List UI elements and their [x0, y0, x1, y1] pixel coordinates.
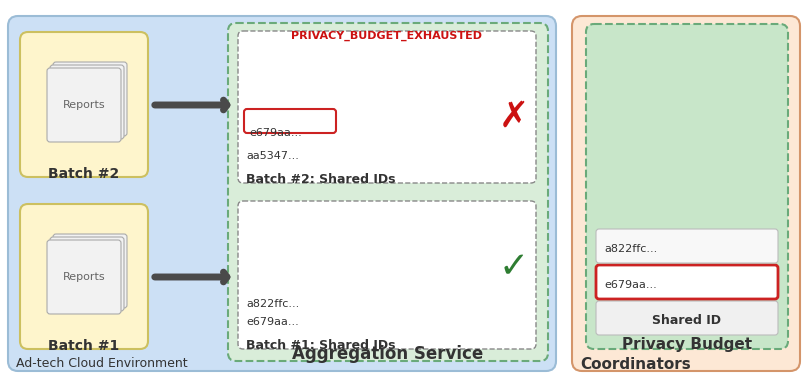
Text: a822ffc...: a822ffc... [246, 299, 299, 309]
FancyBboxPatch shape [47, 240, 121, 314]
Text: aa5347...: aa5347... [246, 151, 299, 161]
FancyBboxPatch shape [20, 32, 148, 177]
Text: Batch #1: Batch #1 [48, 339, 120, 353]
Text: Batch #1: Shared IDs: Batch #1: Shared IDs [246, 339, 395, 352]
Text: Coordinators: Coordinators [580, 357, 691, 372]
Text: e679aa...: e679aa... [246, 317, 299, 327]
FancyBboxPatch shape [50, 65, 124, 139]
Text: Shared ID: Shared ID [653, 315, 722, 327]
Text: a822ffc...: a822ffc... [604, 244, 657, 254]
Text: Reports: Reports [63, 272, 105, 282]
FancyBboxPatch shape [8, 16, 556, 371]
Text: Aggregation Service: Aggregation Service [292, 345, 484, 363]
Text: ✗: ✗ [499, 100, 529, 134]
FancyBboxPatch shape [572, 16, 800, 371]
FancyBboxPatch shape [586, 24, 788, 349]
FancyBboxPatch shape [596, 301, 778, 335]
Text: PRIVACY_BUDGET_EXHAUSTED: PRIVACY_BUDGET_EXHAUSTED [292, 31, 482, 41]
Text: Batch #2: Batch #2 [48, 167, 120, 181]
FancyBboxPatch shape [244, 109, 336, 133]
FancyBboxPatch shape [228, 23, 548, 361]
Text: ✓: ✓ [499, 250, 529, 284]
FancyBboxPatch shape [50, 237, 124, 311]
FancyBboxPatch shape [238, 201, 536, 349]
FancyBboxPatch shape [47, 68, 121, 142]
FancyBboxPatch shape [53, 62, 127, 136]
FancyBboxPatch shape [596, 265, 778, 299]
Text: Ad-tech Cloud Environment: Ad-tech Cloud Environment [16, 357, 187, 370]
Text: e679aa...: e679aa... [249, 128, 301, 138]
Text: e679aa...: e679aa... [604, 280, 657, 290]
Text: Privacy Budget: Privacy Budget [622, 337, 752, 352]
FancyBboxPatch shape [238, 31, 536, 183]
FancyBboxPatch shape [20, 204, 148, 349]
FancyBboxPatch shape [53, 234, 127, 308]
Text: Reports: Reports [63, 100, 105, 110]
FancyBboxPatch shape [596, 229, 778, 263]
Text: Batch #2: Shared IDs: Batch #2: Shared IDs [246, 173, 395, 186]
